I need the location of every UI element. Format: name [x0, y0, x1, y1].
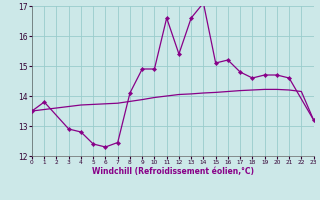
X-axis label: Windchill (Refroidissement éolien,°C): Windchill (Refroidissement éolien,°C) [92, 167, 254, 176]
